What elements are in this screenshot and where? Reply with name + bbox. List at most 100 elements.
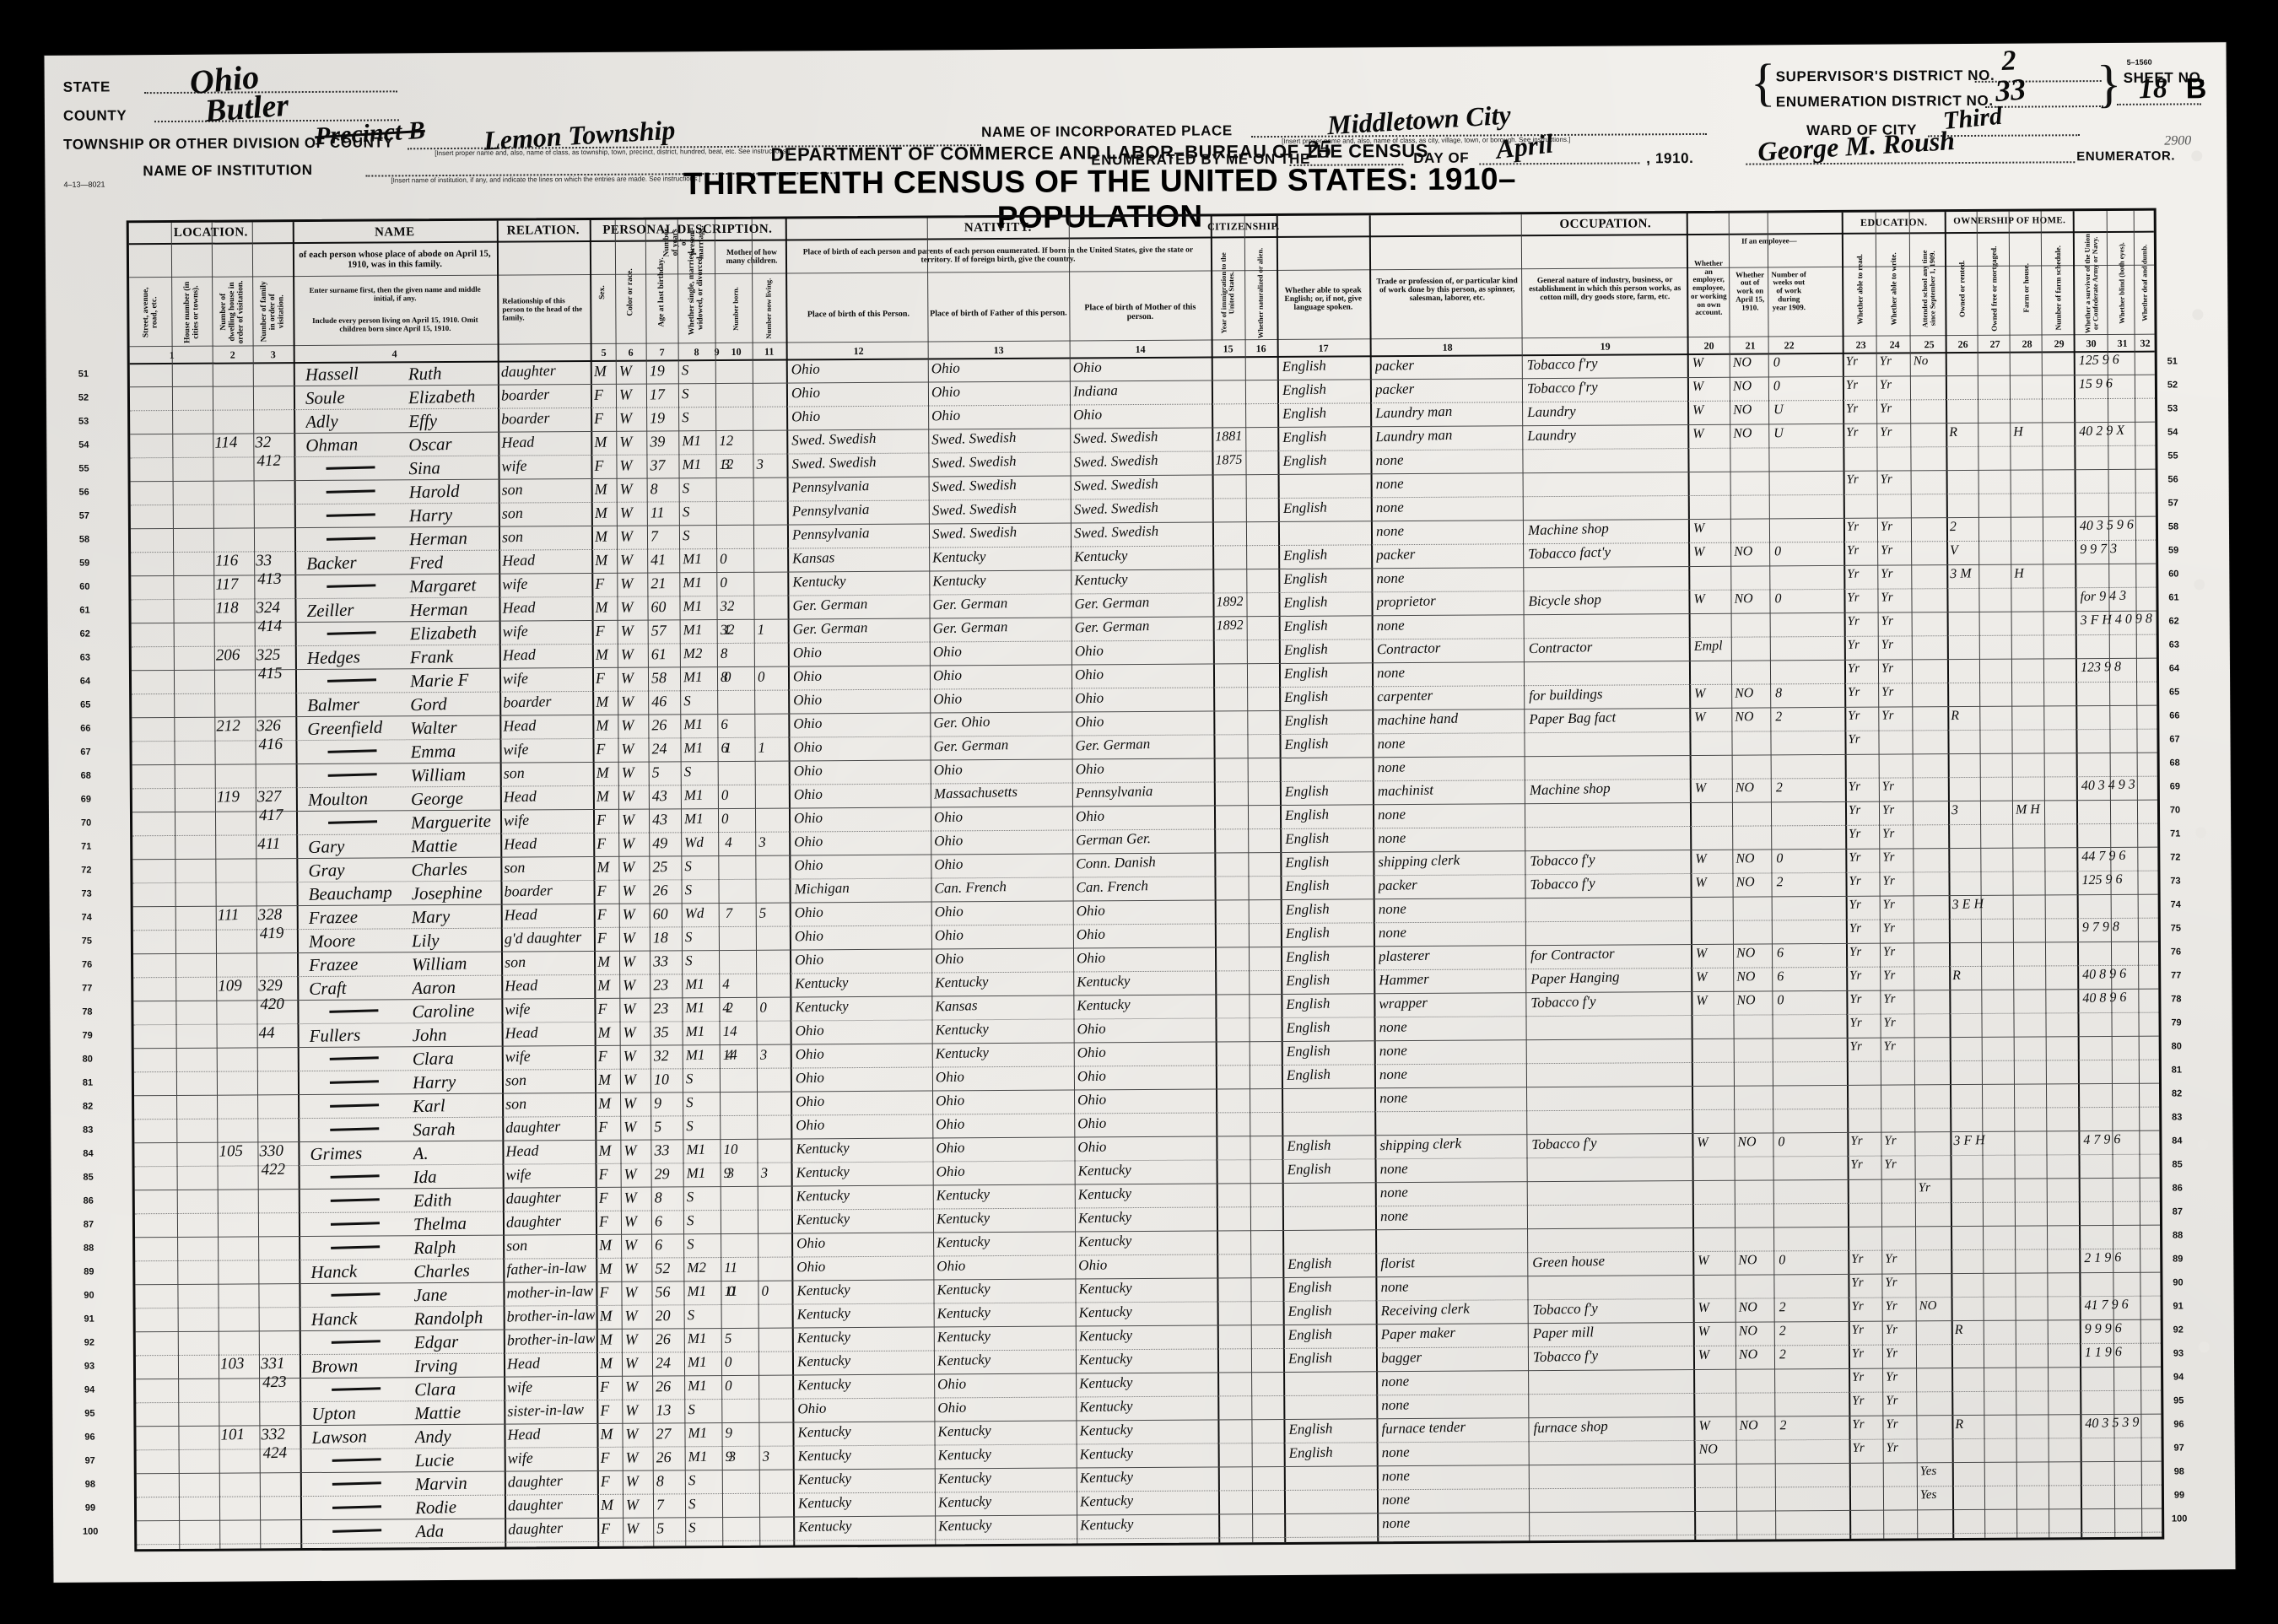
sheet-value: 18 <box>2138 72 2168 105</box>
cell-sex: F <box>598 1212 609 1230</box>
colnum-13: 13 <box>993 343 1004 357</box>
cell-pob: Kentucky <box>796 1375 851 1394</box>
cell-age: 8 <box>656 1472 665 1490</box>
sheet-side: B <box>2185 73 2207 105</box>
cell-eng: English <box>1286 995 1331 1012</box>
cell-write: Yr <box>1885 1346 1898 1361</box>
cell-ms: M1 <box>682 456 702 473</box>
cell-pob: Ohio <box>796 1258 826 1276</box>
row-number-right: 86 <box>2172 1183 2183 1194</box>
cell-rel: wife <box>502 575 528 593</box>
vrule-1 <box>170 222 181 1549</box>
cell-fpob: Swed. Swedish <box>931 452 1017 472</box>
cell-read: Yr <box>1845 402 1859 416</box>
cell-sex: M <box>596 858 610 876</box>
cell-age: 11 <box>650 504 665 521</box>
cell-read: Yr <box>1847 685 1860 699</box>
row-number-left: 80 <box>82 1054 93 1065</box>
cell-misc: 40 8 9 6 <box>2081 966 2127 983</box>
cell-write: Yr <box>1881 709 1894 723</box>
row-number-left: 56 <box>78 487 89 498</box>
cell-race: W <box>621 811 635 828</box>
ditto-dash <box>331 1292 381 1297</box>
cell-occ: packer <box>1374 380 1415 398</box>
row-number-right: 74 <box>2170 899 2181 910</box>
row-number-left: 55 <box>78 463 89 474</box>
cell-fam: 44 <box>258 1023 275 1043</box>
row-number-right: 72 <box>2170 852 2181 863</box>
cell-born: 0 <box>727 1282 736 1299</box>
cell-pob: Ohio <box>794 951 824 968</box>
cell-given: Sina <box>408 457 441 479</box>
subhead-2: House number (in cities or towns). <box>182 281 201 343</box>
cell-living: 3 <box>760 1164 769 1181</box>
cell-wks: 0 <box>1773 544 1782 559</box>
cell-ms: M1 <box>687 1282 707 1300</box>
cell-eng: English <box>1285 853 1330 871</box>
cell-given: Edith <box>413 1190 452 1211</box>
cell-emp: W <box>1692 379 1704 394</box>
cell-rel: daughter <box>505 1188 562 1207</box>
cell-own: R <box>1951 968 1962 984</box>
subhead-31: Whether blind (both eyes). <box>2117 242 2126 325</box>
cell-sex: F <box>593 409 604 427</box>
cell-fpob: Ohio <box>932 643 963 661</box>
cell-living: 3 <box>762 1448 770 1465</box>
cell-mpob: Ohio <box>1077 1067 1107 1085</box>
cell-age: 60 <box>652 905 668 923</box>
cell-write: Yr <box>1881 827 1895 841</box>
cell-read: Yr <box>1849 968 1862 983</box>
cell-dwel: 114 <box>214 433 238 452</box>
cell-rel: boarder <box>500 409 550 428</box>
cell-fpob: Ohio <box>935 1068 965 1086</box>
cell-mpob: Can. French <box>1076 877 1149 896</box>
cell-age: 33 <box>652 952 669 970</box>
cell-occ: Contractor <box>1376 639 1441 658</box>
cell-rel: brother-in-law <box>506 1329 596 1349</box>
subhead-6: Color or race. <box>625 268 635 316</box>
cell-misc: 15 9 6 <box>2078 376 2113 392</box>
edge-hole-3 <box>2194 579 2205 591</box>
subhead-12: Place of birth of this Person. <box>807 309 910 319</box>
cell-own: V <box>1949 542 1959 558</box>
enumerator-name: George M. Roush <box>1757 124 1956 167</box>
cell-age: 5 <box>651 763 660 781</box>
cell-given: Harold <box>408 480 460 503</box>
cell-mpob: Indiana <box>1072 382 1119 400</box>
cell-given: Clara <box>413 1378 456 1400</box>
cell-eng: English <box>1285 971 1331 989</box>
subhead-21: Whether out of work on April 15, 1910. <box>1735 270 1765 312</box>
colnum-24: 24 <box>1889 338 1900 351</box>
cell-write: Yr <box>1879 402 1892 416</box>
cell-famb: 423 <box>262 1373 287 1392</box>
ditto-dash <box>332 1505 382 1509</box>
cell-fam: 331 <box>260 1354 285 1373</box>
cell-born: 1 <box>724 739 732 757</box>
cell-dwel: 119 <box>216 787 240 807</box>
cell-sex: M <box>598 1141 612 1159</box>
cell-race: W <box>621 787 635 805</box>
cell-pob: Kentucky <box>794 974 849 992</box>
colnum-6: 6 <box>628 346 634 359</box>
cell-own: 3 F H <box>1953 1133 1985 1149</box>
cell-ms: S <box>685 1071 694 1087</box>
cell-age: 49 <box>651 834 668 852</box>
enumerated-label-a: ENUMERATED BY ME ON THE <box>1091 150 1311 169</box>
cell-mpob: Conn. Danish <box>1076 853 1157 872</box>
ditto-dash <box>326 513 375 517</box>
cell-fpob: Kentucky <box>937 1303 991 1322</box>
row-number-left: 96 <box>84 1432 95 1443</box>
cell-emp: W <box>1695 851 1707 866</box>
cell-pob: Kentucky <box>796 1163 850 1181</box>
row-number-left: 54 <box>78 440 89 451</box>
cell-write: Yr <box>1880 543 1893 558</box>
cell-write: Yr <box>1886 1394 1898 1408</box>
cell-rel: wife <box>506 1378 533 1396</box>
cell-ind: Tobacco f'y <box>1532 1347 1599 1366</box>
colnum-19: 19 <box>1600 340 1611 353</box>
row-number-left: 59 <box>79 558 90 569</box>
cell-mpob: Kentucky <box>1078 1279 1132 1298</box>
cell-sex: F <box>596 811 607 828</box>
cell-pob: Swed. Swedish <box>791 429 877 449</box>
